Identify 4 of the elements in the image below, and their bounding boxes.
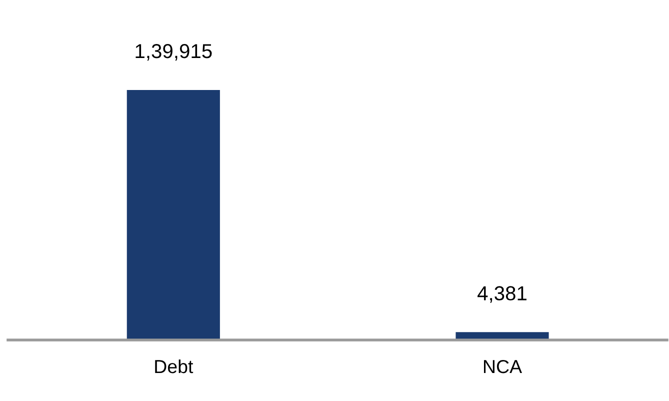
x-tick-label: Debt [155, 359, 194, 374]
data-label: 1,39,915 [136, 44, 212, 61]
data-label: 4,381 [478, 286, 526, 303]
x-tick-label: NCA [484, 360, 522, 374]
